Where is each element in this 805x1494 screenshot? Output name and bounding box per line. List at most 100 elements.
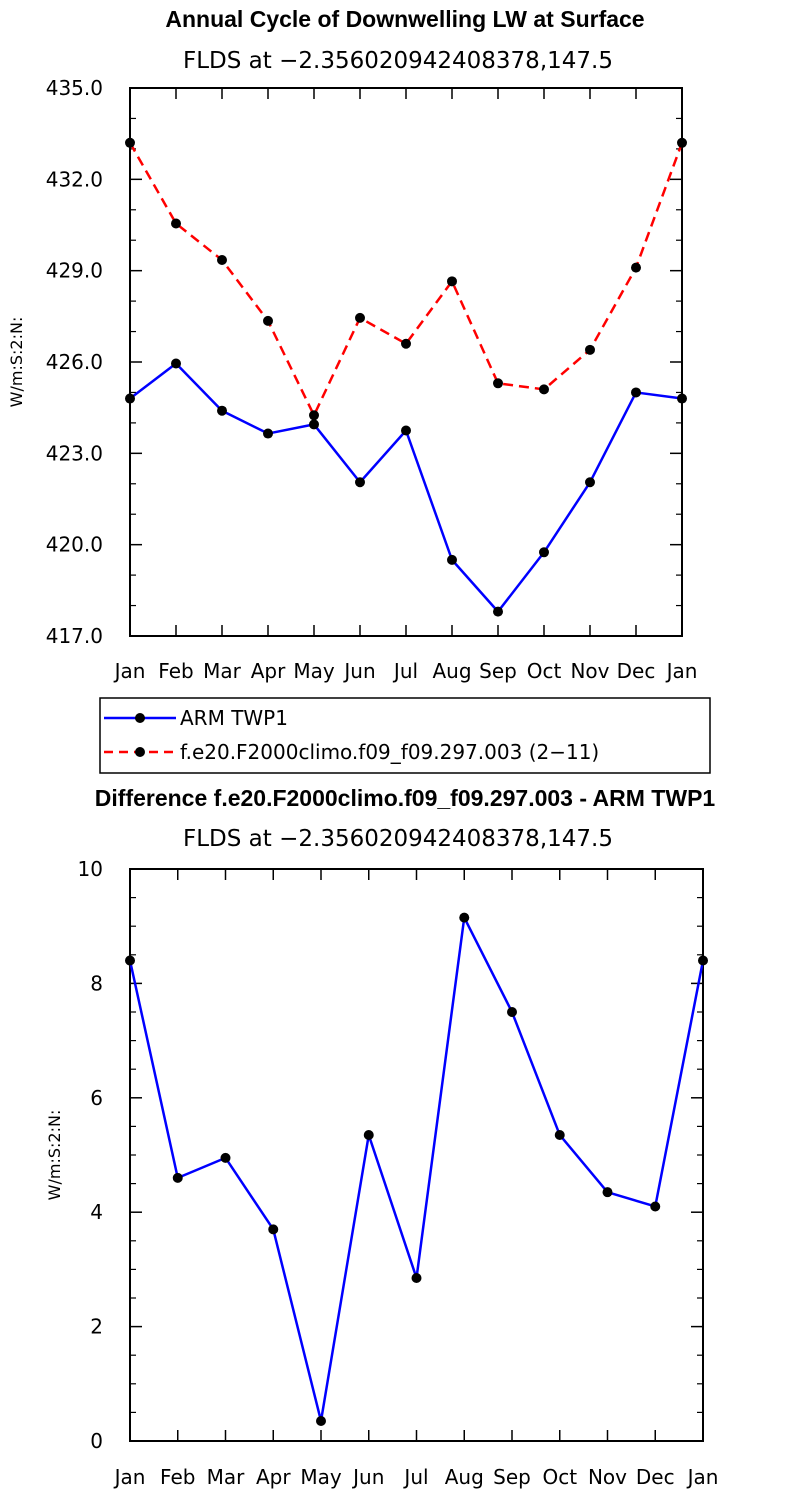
series-1-point <box>263 315 273 326</box>
y-tick-label: 4 <box>90 1200 103 1224</box>
y-tick-label: 8 <box>90 971 103 995</box>
x-tick-label: May <box>300 1465 342 1489</box>
series-0-point <box>585 477 595 488</box>
chart2-plot-frame <box>129 868 704 1442</box>
series-0-point <box>125 393 135 404</box>
legend-marker-obs <box>135 713 145 723</box>
series-line-1 <box>128 142 684 417</box>
x-tick-label: Oct <box>527 659 562 683</box>
x-tick-label: Sep <box>479 659 517 683</box>
difference-chart: Difference f.e20.F2000climo.f09_f09.297.… <box>45 785 718 1489</box>
series-0-point <box>539 547 549 558</box>
y-tick-label: 2 <box>90 1315 103 1339</box>
x-tick-label: Aug <box>445 1465 484 1489</box>
x-tick-label: Jan <box>665 659 698 683</box>
x-tick-label: Mar <box>203 659 242 683</box>
series-1-point <box>493 378 503 389</box>
series-1-point <box>585 344 595 355</box>
series-line-0 <box>128 916 705 1423</box>
series-0-point <box>493 606 503 617</box>
x-tick-label: Sep <box>493 1465 531 1489</box>
series-0-point <box>401 425 411 436</box>
series-1-point <box>171 218 181 229</box>
chart1-x-tick-labels: Jan Feb Mar Apr May Jun Jul Aug Sep Oct Nov Dec Jan <box>113 659 698 683</box>
x-tick-label: Dec <box>617 659 656 683</box>
y-tick-label: 417.0 <box>46 624 103 648</box>
series-0-point <box>217 405 227 416</box>
x-tick-label: Apr <box>251 659 286 683</box>
series-1-point <box>355 312 365 323</box>
series-1-point <box>309 410 319 421</box>
x-tick-label: Feb <box>160 1465 195 1489</box>
series-1-point <box>631 262 641 273</box>
series-0-point <box>220 1152 231 1163</box>
chart1-y-tick-labels: 417.0 420.0 423.0 426.0 429.0 432.0 435.0 <box>46 76 103 648</box>
series-0-point <box>268 1224 279 1235</box>
chart2-x-tick-labels: Jan Feb Mar Apr May Jun Jul Aug Sep Oct Nov Dec Jan <box>113 1465 719 1489</box>
series-line-0 <box>129 362 683 613</box>
x-tick-label: Mar <box>207 1465 246 1489</box>
series-0-point <box>411 1272 422 1283</box>
chart1-title: Annual Cycle of Downwelling LW at Surfac… <box>165 6 644 32</box>
x-tick-label: Apr <box>256 1465 291 1489</box>
chart2-ylabel: W/m:S:2:N: <box>45 1110 64 1201</box>
chart1-plot-frame <box>129 87 683 637</box>
series-0-point <box>459 912 470 923</box>
chart2-ticks <box>129 868 704 1442</box>
series-0-point <box>677 393 687 404</box>
chart1-subtitle: FLDS at −2.356020942408378,147.5 <box>183 48 613 74</box>
series-0-point <box>554 1129 565 1140</box>
series-0-point <box>363 1129 374 1140</box>
series-1-point <box>217 255 227 266</box>
y-tick-label: 429.0 <box>46 259 103 283</box>
legend-label-model: f.e20.F2000climo.f09_f09.297.003 (2−11) <box>180 740 599 764</box>
chart2-title: Difference f.e20.F2000climo.f09_f09.297.… <box>95 785 716 811</box>
x-tick-label: Jun <box>342 659 375 683</box>
y-tick-label: 10 <box>78 857 103 881</box>
x-tick-label: Nov <box>570 659 609 683</box>
series-1-point <box>125 137 135 148</box>
series-1-point <box>677 137 687 148</box>
series-0-point <box>172 1172 183 1183</box>
series-0-point <box>631 387 641 398</box>
legend-label-obs: ARM TWP1 <box>180 706 288 730</box>
chart1-ylabel: W/m:S:2:N: <box>7 317 26 408</box>
series-0-point <box>355 477 365 488</box>
x-tick-label: Oct <box>542 1465 577 1489</box>
x-tick-label: Jan <box>113 1465 146 1489</box>
x-tick-label: Jul <box>402 1465 428 1489</box>
x-tick-label: Jan <box>113 659 146 683</box>
y-tick-label: 426.0 <box>46 350 103 374</box>
x-tick-label: Feb <box>158 659 193 683</box>
x-tick-label: Jan <box>686 1465 719 1489</box>
x-tick-label: Nov <box>588 1465 627 1489</box>
legend-box <box>99 697 711 774</box>
annual-cycle-chart: Annual Cycle of Downwelling LW at Surfac… <box>7 6 697 683</box>
y-tick-label: 6 <box>90 1086 103 1110</box>
series-0-point <box>447 554 457 565</box>
chart2-series <box>125 912 708 1426</box>
series-0-point <box>602 1187 613 1198</box>
series-0-point <box>698 955 708 966</box>
legend-marker-model <box>135 747 145 757</box>
series-0-point <box>316 1415 326 1426</box>
x-tick-label: May <box>293 659 335 683</box>
chart2-y-tick-labels: 0 2 4 6 8 10 <box>78 857 103 1453</box>
legend: ARM TWP1 f.e20.F2000climo.f09_f09.297.00… <box>99 697 711 774</box>
chart2-subtitle: FLDS at −2.356020942408378,147.5 <box>183 826 613 852</box>
series-1-point <box>447 276 457 287</box>
x-tick-label: Dec <box>636 1465 675 1489</box>
x-tick-label: Jun <box>351 1465 384 1489</box>
series-0-point <box>171 358 181 369</box>
series-0-point <box>125 955 135 966</box>
chart1-series <box>125 137 687 617</box>
y-tick-label: 0 <box>90 1429 103 1453</box>
y-tick-label: 423.0 <box>46 441 103 465</box>
y-tick-label: 432.0 <box>46 167 103 191</box>
series-1-point <box>539 384 549 395</box>
series-1-point <box>401 338 411 349</box>
chart1-ticks <box>129 87 683 637</box>
x-tick-label: Jul <box>392 659 418 683</box>
series-0-point <box>263 428 273 439</box>
